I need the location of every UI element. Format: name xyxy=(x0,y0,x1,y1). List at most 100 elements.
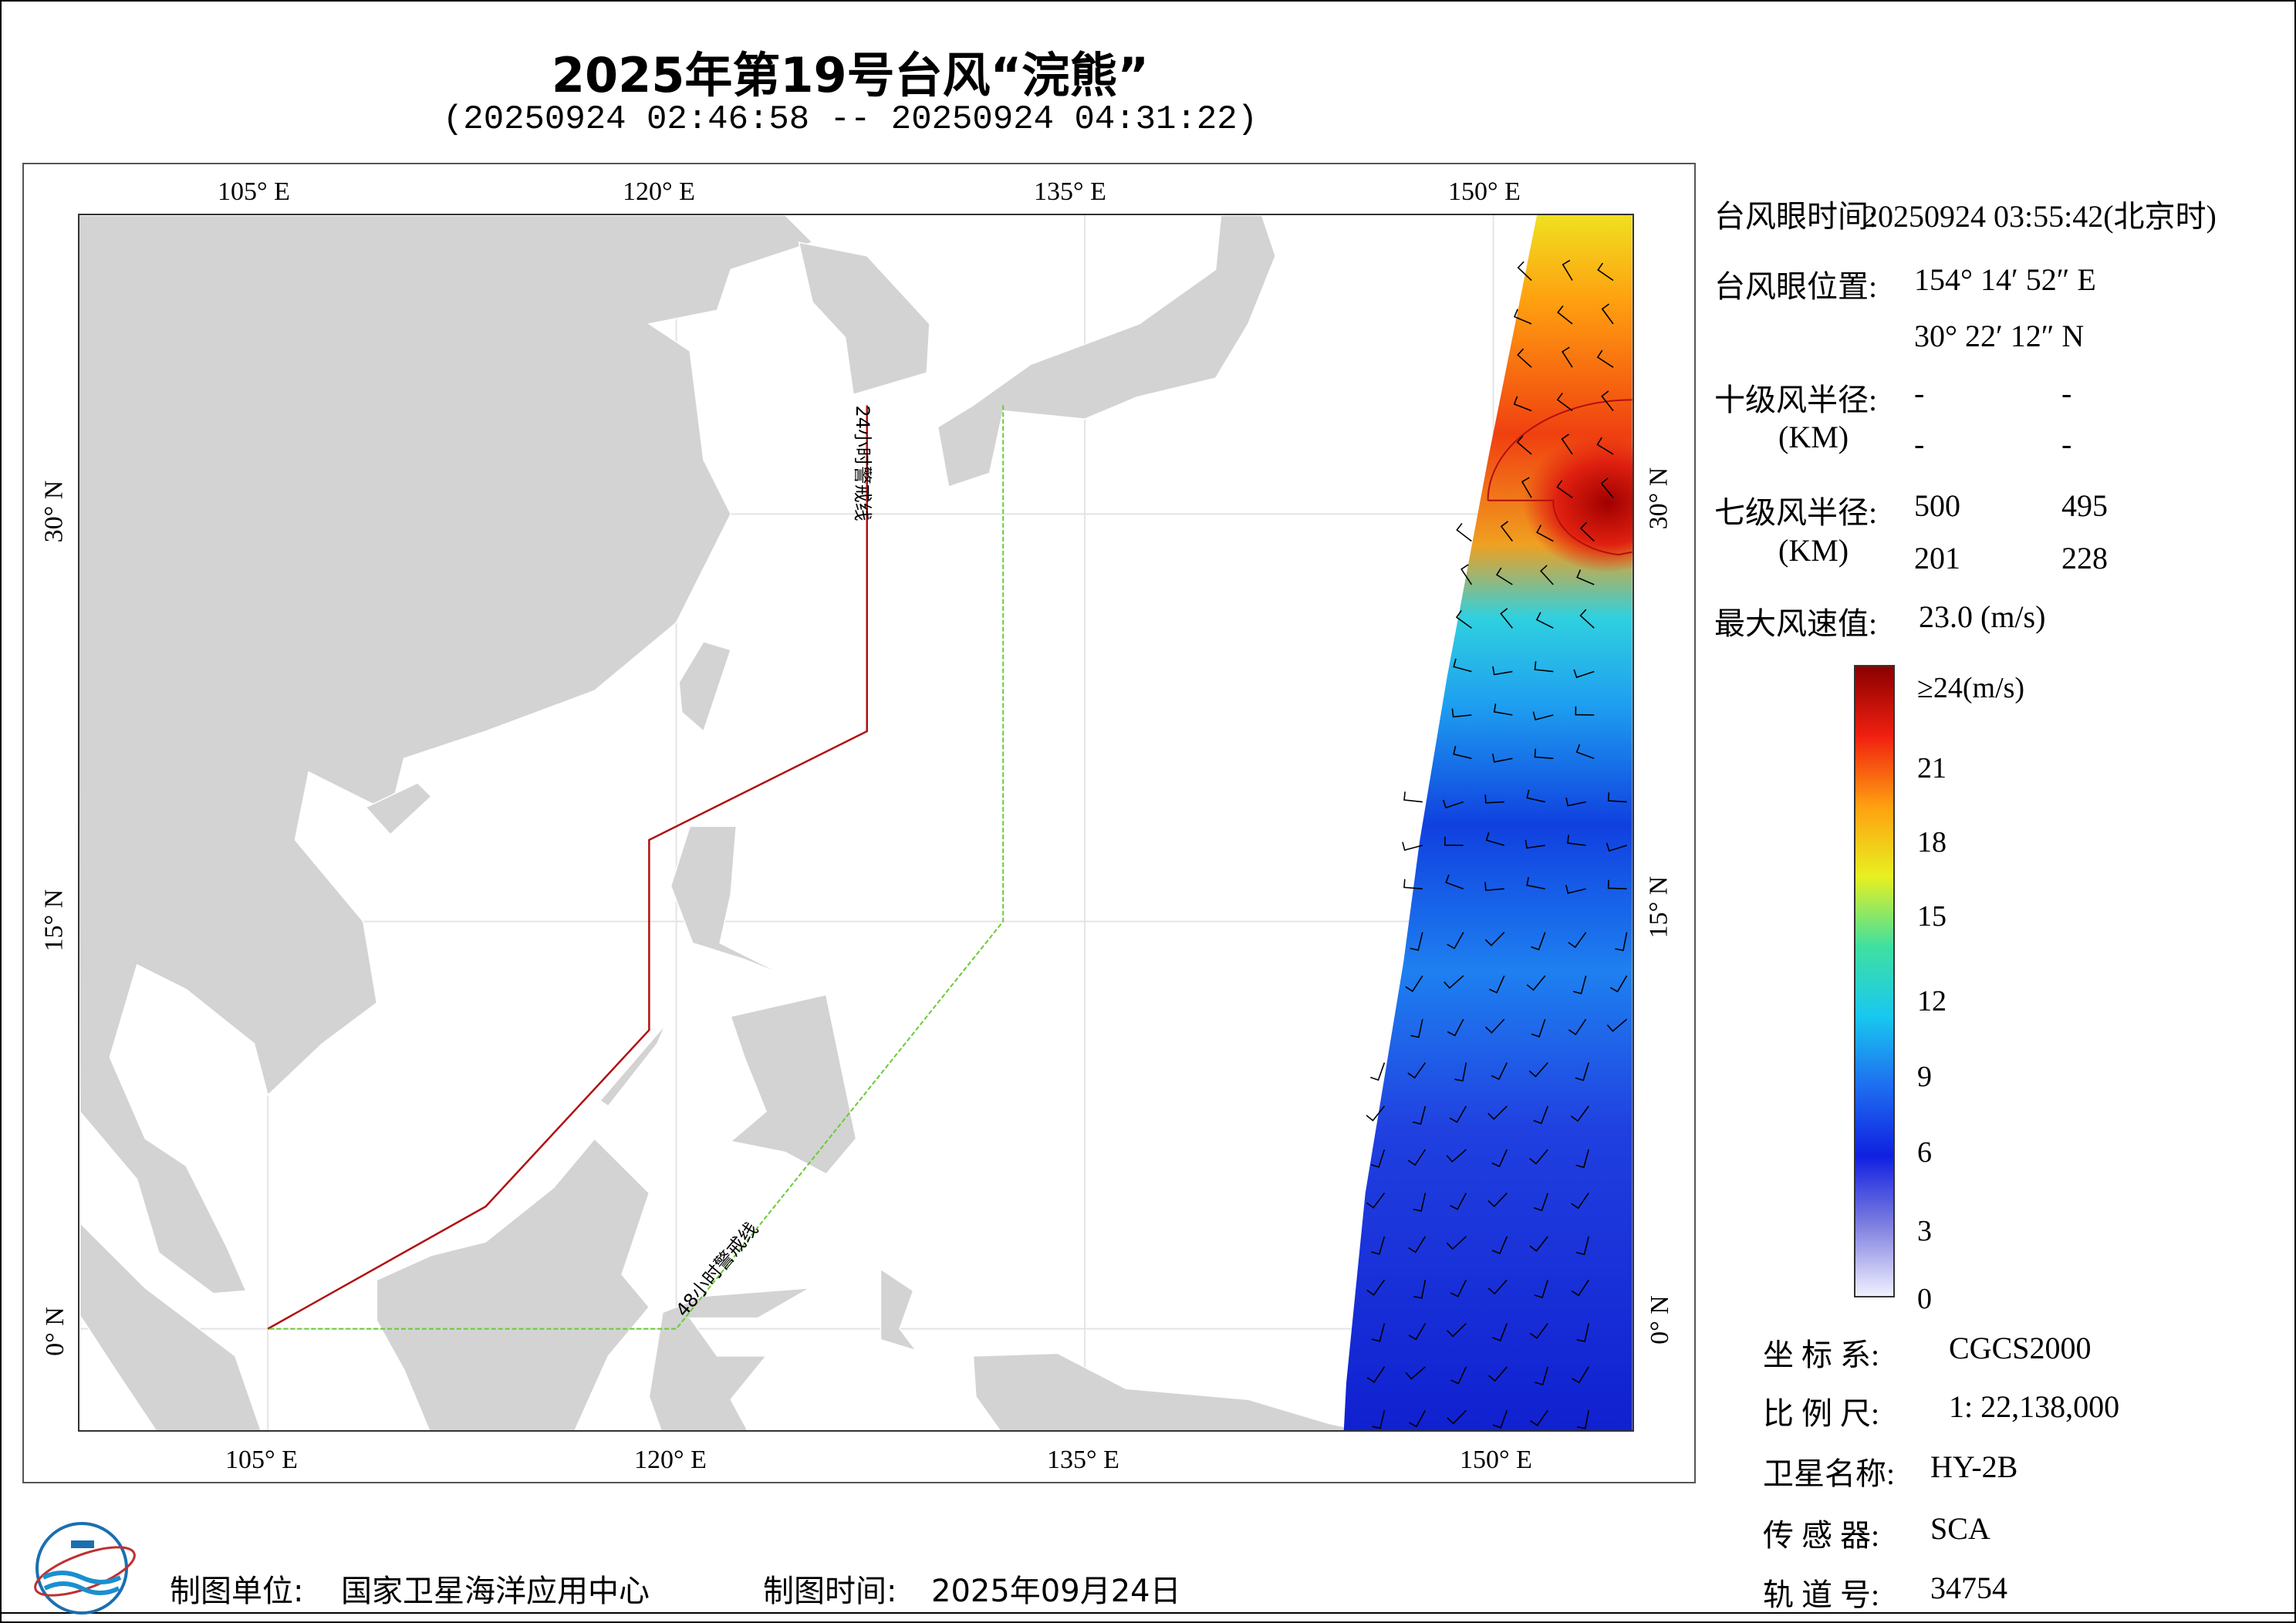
wind-barb xyxy=(1533,1105,1548,1125)
wind-barb xyxy=(1371,1323,1386,1342)
wind-barb xyxy=(1366,1105,1386,1122)
colorbar-label: 0 xyxy=(1917,1283,1932,1315)
meta-value: 1: 22,138,000 xyxy=(1949,1389,2120,1424)
wind-barb xyxy=(1562,346,1573,368)
land-borneo xyxy=(376,1138,650,1436)
wind-barb xyxy=(1450,1366,1467,1385)
wind-barb xyxy=(1529,1236,1548,1252)
eye-position-label: 台风眼位置: xyxy=(1714,269,1878,304)
max-wind-label: 最大风速值: xyxy=(1714,606,1878,641)
meta-value: HY-2B xyxy=(1930,1449,2018,1484)
wind-barb xyxy=(1500,608,1513,629)
wind-barb xyxy=(1407,1149,1427,1166)
wind-barb xyxy=(1447,1409,1467,1425)
r7-km-label: (KM) xyxy=(1778,533,1849,568)
land-korea xyxy=(798,241,930,396)
wind-barb xyxy=(1568,932,1587,949)
land-visayas-mindanao xyxy=(729,994,857,1175)
wind-barb xyxy=(1366,1193,1386,1209)
max-wind-value: 23.0 (m/s) xyxy=(1919,599,2046,634)
r10-value: - xyxy=(2061,376,2072,410)
wind-barb xyxy=(1532,711,1554,720)
warning-line-24h-label: 24小时警戒线 xyxy=(852,405,873,521)
wind-barb xyxy=(1601,390,1614,412)
wind-barb xyxy=(1370,1149,1386,1169)
land-hainan xyxy=(364,782,432,835)
wind-barb xyxy=(1575,1062,1589,1081)
warning-line-48h xyxy=(268,405,1004,1330)
lat-tick-right: 0° N xyxy=(1645,1295,1674,1345)
wind-barb xyxy=(1410,1019,1423,1038)
wind-barb xyxy=(1597,262,1614,282)
page-title: 2025年第19号台风“浣熊” xyxy=(551,47,1150,103)
lon-tick-bottom: 105° E xyxy=(225,1446,298,1474)
r10-km-label: (KM) xyxy=(1778,420,1849,454)
wind-barb xyxy=(1521,477,1532,498)
wind-barb xyxy=(1485,1018,1505,1034)
wind-barb xyxy=(1575,1236,1589,1256)
wind-barb xyxy=(1572,975,1587,995)
meta-label: 坐 标 系: xyxy=(1763,1338,1880,1372)
time-range-subtitle: (20250924 02:46:58 -- 20250924 04:31:22) xyxy=(442,100,1258,139)
wind-barb xyxy=(1529,1323,1548,1339)
land-palawan xyxy=(599,1024,667,1107)
wind-barb xyxy=(1540,565,1554,585)
wind-barb xyxy=(1453,658,1472,673)
land-masses xyxy=(76,201,1576,1436)
wind-barb xyxy=(1487,1105,1508,1120)
colorbar-label: 9 xyxy=(1917,1061,1932,1093)
land-sulawesi xyxy=(648,1287,811,1436)
wind-barb xyxy=(1366,1366,1386,1383)
wind-barb xyxy=(1606,1018,1628,1032)
wind-barb xyxy=(1492,754,1513,763)
wind-barb xyxy=(1575,744,1595,759)
wind-barb xyxy=(1531,932,1546,951)
lon-tick-top: 105° E xyxy=(218,177,290,206)
lon-tick-bottom: 150° E xyxy=(1460,1446,1532,1474)
lat-tick-right: 30° N xyxy=(1644,467,1673,530)
wind-barb xyxy=(1484,882,1504,892)
wind-barb xyxy=(1576,569,1595,585)
wind-barb xyxy=(1485,832,1504,846)
wind-barb xyxy=(1556,480,1573,498)
wind-barb xyxy=(1557,305,1573,325)
wind-barb xyxy=(1450,1279,1467,1297)
wind-barb xyxy=(1565,797,1586,807)
wind-barb xyxy=(1410,932,1423,951)
wind-barb xyxy=(1606,842,1627,852)
meta-value: 34754 xyxy=(1930,1571,2007,1605)
wind-barb xyxy=(1577,1410,1589,1429)
wind-barb xyxy=(1571,1279,1589,1297)
land-halmahera xyxy=(880,1267,918,1352)
wind-barb xyxy=(1526,975,1546,991)
r7-value: 500 xyxy=(1914,488,1960,523)
wind-barb xyxy=(1372,1410,1386,1429)
wind-barb xyxy=(1443,975,1464,989)
wind-barb xyxy=(1524,839,1545,849)
wind-barb xyxy=(1556,393,1573,412)
r7-value: 228 xyxy=(2061,541,2108,575)
map-area[interactable]: 24小时警戒线 48小时警戒线 xyxy=(76,201,1693,1436)
r10-value: - xyxy=(1914,376,1925,410)
wind-barb xyxy=(1567,835,1586,846)
wind-barb xyxy=(1402,842,1423,851)
wind-barb xyxy=(1484,931,1505,946)
lat-tick-left: 15° N xyxy=(39,889,69,952)
wind-barb xyxy=(1450,1193,1467,1210)
wind-barbs xyxy=(1366,259,1628,1429)
wind-barb xyxy=(1455,609,1472,629)
wind-speed-swath xyxy=(1343,215,1633,1435)
colorbar-label: 6 xyxy=(1917,1136,1932,1169)
wind-barb xyxy=(1513,396,1532,412)
wind-barb xyxy=(1526,876,1545,890)
production-time-value: 2025年09月24日 xyxy=(931,1574,1181,1609)
wind-barb xyxy=(1573,669,1595,679)
wind-barb xyxy=(1534,1193,1548,1212)
wind-barb xyxy=(1409,1409,1427,1428)
meta-label: 比 例 尺: xyxy=(1763,1396,1880,1431)
wind-barb xyxy=(1442,799,1464,809)
meta-label: 轨 道 号: xyxy=(1763,1577,1880,1612)
wind-barb xyxy=(1408,1236,1427,1254)
colorbar-label: 12 xyxy=(1917,985,1947,1017)
wind-barb xyxy=(1492,666,1513,676)
